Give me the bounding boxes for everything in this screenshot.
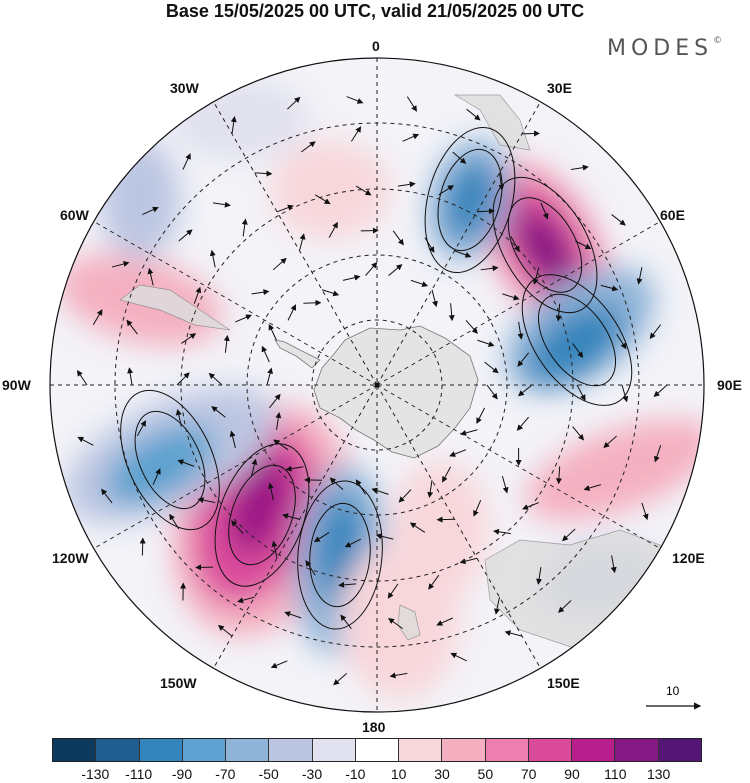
reference-vector-label: 10 [666, 684, 680, 698]
lon-label-120e: 120E [672, 550, 705, 566]
colorbar-tick-label: -30 [301, 766, 323, 782]
colorbar-tick-label: -70 [215, 766, 236, 782]
colorbar-swatch [355, 739, 400, 761]
colorbar-swatch [399, 739, 443, 761]
colorbar-swatch [269, 739, 313, 761]
colorbar-swatch [442, 739, 486, 761]
lon-label-150w: 150W [160, 675, 197, 691]
lon-label-90w: 90W [2, 377, 31, 393]
lon-label-60w: 60W [60, 207, 89, 223]
south-america [119, 284, 231, 331]
colorbar-tick-label: 30 [434, 766, 450, 782]
colorbar-swatch [96, 739, 140, 761]
map-boundary [49, 57, 705, 713]
lon-label-30e: 30E [547, 80, 572, 96]
antarctica [313, 325, 479, 459]
lon-label-0: 0 [372, 38, 380, 54]
lon-label-120w: 120W [52, 550, 89, 566]
colorbar-tick-label: 130 [646, 766, 671, 782]
colorbar-swatch [658, 739, 701, 761]
lon-label-90e: 90E [717, 377, 742, 393]
colorbar-swatch [139, 739, 183, 761]
lon-label-180: 180 [362, 719, 386, 735]
lon-label-30w: 30W [170, 80, 199, 96]
colorbar-tick-label: -130 [81, 766, 110, 782]
modes-logo: MODES© [607, 35, 723, 61]
colorbar-tick-label: -10 [345, 766, 366, 782]
colorbar-tick-label: 50 [477, 766, 494, 782]
colorbar-tick-label: 10 [390, 766, 407, 782]
colorbar-swatch [572, 739, 616, 761]
antarctic-peninsula [274, 339, 321, 369]
colorbar-tick-label: 70 [520, 766, 537, 782]
africa-tip [453, 94, 531, 151]
colorbar-swatch [182, 739, 227, 761]
colorbar-tick-label: -110 [125, 766, 153, 782]
height-anomaly-field [57, 80, 704, 700]
map-title: Base 15/05/2025 00 UTC, valid 21/05/2025… [165, 1, 585, 21]
lon-label-60e: 60E [660, 207, 685, 223]
wind-streamlines [76, 96, 668, 686]
colorbar-swatch [312, 739, 356, 761]
colorbar-swatch [615, 739, 659, 761]
colorbar-tick-label: -50 [258, 766, 279, 782]
new-zealand [397, 604, 421, 641]
colorbar-swatch [528, 739, 573, 761]
colorbar-swatch [226, 739, 270, 761]
graticule [50, 58, 704, 712]
colorbar-swatch [485, 739, 529, 761]
colorbar-tick-label: 110 [604, 766, 627, 782]
colorbar-swatch [53, 739, 97, 761]
lon-label-150e: 150E [547, 675, 580, 691]
colorbar-tick-label: -90 [171, 766, 193, 782]
colorbar [52, 738, 702, 762]
colorbar-tick-label: 90 [564, 766, 580, 782]
